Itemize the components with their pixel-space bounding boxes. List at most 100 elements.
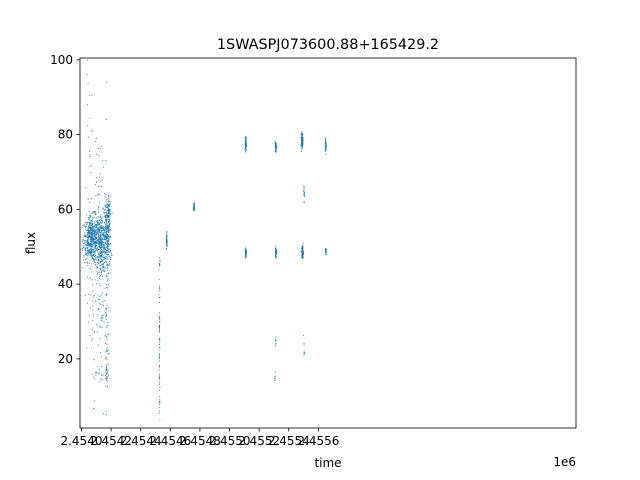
data-point bbox=[99, 173, 101, 175]
data-point bbox=[92, 233, 94, 235]
data-point bbox=[105, 258, 107, 260]
data-point bbox=[83, 255, 85, 257]
data-point bbox=[107, 229, 109, 231]
data-point bbox=[85, 225, 87, 227]
data-point bbox=[100, 224, 102, 227]
data-point bbox=[107, 251, 109, 253]
data-point bbox=[95, 239, 97, 241]
data-point bbox=[100, 378, 102, 380]
x-axis-title: time bbox=[314, 456, 341, 470]
data-point bbox=[108, 208, 110, 210]
data-point bbox=[107, 206, 109, 208]
data-point bbox=[89, 215, 91, 218]
data-point bbox=[159, 381, 161, 383]
data-point bbox=[94, 247, 96, 249]
data-point bbox=[102, 252, 104, 254]
data-point bbox=[95, 258, 97, 261]
data-point bbox=[95, 233, 98, 235]
data-point bbox=[106, 263, 108, 265]
data-point bbox=[89, 217, 91, 219]
data-point bbox=[108, 216, 110, 218]
data-point bbox=[301, 133, 303, 135]
x-tick-label: 2.4546 bbox=[149, 434, 191, 448]
data-point bbox=[88, 224, 90, 226]
data-point bbox=[101, 207, 103, 209]
data-point bbox=[300, 250, 302, 252]
data-point bbox=[107, 283, 109, 286]
data-point bbox=[276, 249, 278, 251]
data-point bbox=[104, 230, 106, 232]
data-point bbox=[106, 314, 108, 317]
data-point bbox=[104, 378, 106, 380]
data-point bbox=[98, 344, 100, 346]
data-point bbox=[84, 232, 86, 234]
data-point bbox=[106, 381, 109, 383]
data-point bbox=[99, 326, 101, 328]
data-point bbox=[99, 261, 102, 263]
data-point bbox=[89, 219, 91, 221]
data-point bbox=[87, 198, 89, 200]
data-point bbox=[87, 218, 89, 220]
data-point bbox=[84, 243, 86, 246]
data-point bbox=[107, 204, 110, 206]
data-point bbox=[81, 267, 83, 269]
data-point bbox=[84, 249, 86, 251]
data-point bbox=[103, 227, 105, 229]
data-point bbox=[88, 235, 90, 237]
data-point bbox=[109, 260, 111, 263]
data-point bbox=[275, 250, 277, 252]
data-point bbox=[93, 221, 95, 223]
data-point bbox=[92, 338, 94, 340]
data-point bbox=[107, 235, 109, 237]
data-point bbox=[105, 364, 107, 366]
data-point bbox=[106, 378, 108, 380]
data-point bbox=[245, 146, 247, 148]
data-point bbox=[91, 279, 94, 281]
data-point bbox=[99, 265, 101, 267]
data-point bbox=[107, 246, 109, 248]
data-point bbox=[91, 239, 93, 241]
data-point bbox=[100, 231, 102, 233]
data-point bbox=[303, 343, 305, 345]
data-point bbox=[108, 265, 110, 267]
data-point bbox=[105, 237, 107, 239]
data-point bbox=[108, 263, 110, 265]
data-point bbox=[105, 253, 108, 256]
data-point bbox=[101, 226, 103, 228]
data-point bbox=[91, 231, 93, 233]
data-point bbox=[275, 252, 277, 254]
data-point bbox=[99, 285, 101, 287]
data-point bbox=[89, 94, 91, 97]
data-point bbox=[85, 253, 87, 255]
data-point bbox=[101, 241, 103, 243]
data-point bbox=[94, 261, 96, 264]
data-point bbox=[104, 238, 106, 240]
data-point bbox=[103, 265, 105, 267]
data-point bbox=[98, 302, 100, 304]
data-point bbox=[100, 320, 102, 322]
data-point bbox=[102, 246, 104, 249]
data-point bbox=[103, 257, 105, 259]
data-point bbox=[91, 164, 93, 166]
data-point bbox=[86, 229, 88, 231]
data-point bbox=[87, 235, 90, 237]
data-point bbox=[106, 347, 108, 349]
data-point bbox=[88, 223, 90, 225]
data-point bbox=[106, 267, 108, 269]
data-point bbox=[104, 251, 106, 253]
data-point bbox=[95, 372, 97, 374]
data-point bbox=[86, 252, 88, 255]
data-point bbox=[158, 367, 160, 369]
data-point bbox=[87, 237, 89, 239]
data-point bbox=[102, 260, 104, 262]
data-point bbox=[89, 268, 91, 270]
data-point bbox=[106, 325, 108, 327]
data-point bbox=[98, 277, 101, 279]
data-point bbox=[303, 334, 305, 336]
data-point bbox=[96, 264, 99, 266]
data-point bbox=[91, 224, 93, 227]
data-point bbox=[105, 261, 107, 263]
data-point bbox=[102, 305, 104, 307]
data-point bbox=[107, 247, 109, 249]
data-point bbox=[89, 250, 91, 252]
